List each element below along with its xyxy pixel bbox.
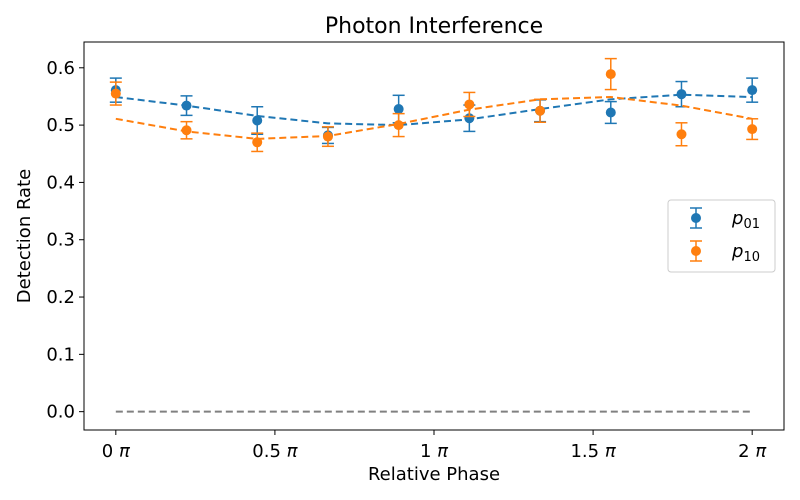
plot-area (109, 57, 759, 413)
series-p01-point (747, 85, 758, 96)
series-p10-point (535, 105, 546, 116)
series-p01-point (181, 100, 192, 111)
x-tick-label: 1.5 π (570, 441, 616, 462)
x-tick-label: 0 π (102, 441, 131, 462)
series-p01-point (393, 104, 404, 115)
legend-label: p01 (731, 208, 760, 232)
series-p10-point (393, 120, 404, 131)
series-p01-point (252, 115, 263, 126)
series-p10-point (110, 88, 121, 99)
y-axis: 0.0 0.1 0.2 0.3 0.4 0.5 0.6 (46, 58, 84, 423)
legend-marker-point (691, 246, 701, 256)
series-p10-point (676, 129, 687, 140)
series-p01-point (676, 89, 687, 100)
y-tick-label: 0.2 (46, 287, 75, 308)
x-tick-label: 0.5 π (252, 441, 298, 462)
y-tick-label: 0.1 (46, 344, 75, 365)
y-tick-label: 0.3 (46, 230, 75, 251)
series-p10-point (747, 124, 758, 135)
legend-entry: p01 (690, 207, 760, 232)
x-axis: 0 π 0.5 π 1 π 1.5 π 2 π (102, 430, 767, 462)
y-tick-label: 0.0 (46, 402, 75, 423)
x-tick-label: 1 π (420, 441, 449, 462)
x-tick-label: 2 π (738, 441, 767, 462)
series-p10 (109, 57, 759, 153)
chart-title: Photon Interference (325, 14, 543, 39)
series-p01-point (464, 113, 475, 124)
series-p10-point (181, 125, 192, 136)
series-p01-fit-line (115, 93, 753, 127)
y-tick-label: 0.5 (46, 115, 75, 136)
legend-marker-point (691, 213, 701, 223)
series-p10-point (252, 137, 263, 148)
series-p10-point (322, 131, 333, 142)
series-p10-point (464, 99, 475, 110)
series-p10-fit-line (115, 96, 753, 140)
series-p01-point (605, 107, 616, 118)
y-tick-label: 0.6 (46, 58, 75, 79)
y-tick-label: 0.4 (46, 172, 75, 193)
x-axis-label: Relative Phase (368, 464, 500, 485)
y-axis-label: Detection Rate (14, 169, 35, 303)
series-p10-point (605, 69, 616, 80)
